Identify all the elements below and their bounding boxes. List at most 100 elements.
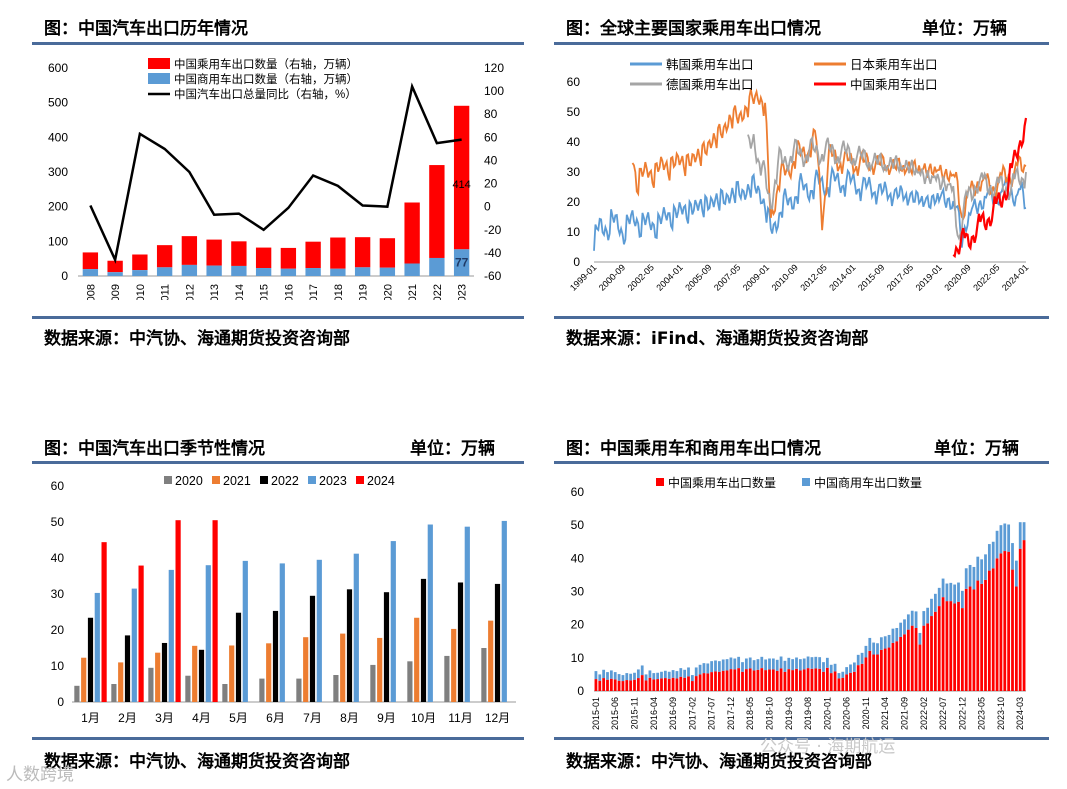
y-tick-left: 0 <box>61 269 68 283</box>
y-tick-right: 20 <box>484 177 498 191</box>
bar-passenger <box>856 665 860 691</box>
legend-swatch-commercial <box>148 73 170 84</box>
bar-2021 <box>229 645 235 702</box>
bar-passenger <box>818 668 822 691</box>
bar-passenger <box>652 679 656 691</box>
bar-2024 <box>138 565 144 702</box>
bar-passenger <box>606 679 609 691</box>
bar-commercial <box>930 598 933 617</box>
bar-passenger <box>617 680 621 691</box>
bar-2023 <box>94 592 100 702</box>
bar-commercial <box>841 671 845 678</box>
bar-passenger <box>798 670 802 691</box>
bar-2023 <box>279 563 285 702</box>
bar-commercial <box>903 619 906 635</box>
bar-passenger <box>598 680 602 691</box>
bar-2022 <box>346 589 353 702</box>
x-tick-label: 2018-05 <box>745 697 755 730</box>
bar-passenger <box>768 669 771 691</box>
bar-commercial <box>791 659 795 671</box>
bar-passenger <box>822 671 825 691</box>
bar-passenger <box>625 680 629 691</box>
bar-commercial <box>829 664 833 674</box>
bar-2021 <box>488 620 494 702</box>
bar-commercial <box>683 669 687 678</box>
bar-commercial <box>899 622 903 637</box>
legend-swatch-passenger <box>656 478 664 486</box>
bar-commercial <box>798 659 802 671</box>
y-tick: 60 <box>51 479 65 493</box>
bar-commercial <box>987 544 991 571</box>
title-rule <box>32 42 524 45</box>
bar-commercial <box>181 264 198 276</box>
bar-commercial <box>864 645 868 658</box>
bar-commercial <box>787 657 791 670</box>
bar-passenger <box>829 673 833 691</box>
bar-passenger <box>957 601 960 691</box>
bar-commercial <box>354 267 371 276</box>
bar-commercial <box>594 671 598 680</box>
bar-2020 <box>148 667 154 702</box>
y-tick-right: 40 <box>484 153 498 167</box>
bar-passenger <box>744 669 748 691</box>
y-tick-right: -60 <box>484 269 502 283</box>
source-rule <box>32 316 524 319</box>
x-tick-label: 1月 <box>81 711 100 725</box>
x-tick-label: 2015-01 <box>591 697 601 730</box>
legend-swatch <box>308 476 316 484</box>
bar-2022 <box>235 612 242 702</box>
bar-2022 <box>198 649 205 702</box>
x-tick-label: 4月 <box>192 711 211 725</box>
bar-2020 <box>333 675 339 702</box>
bar-passenger <box>972 589 976 691</box>
panel-seasonal: 图：中国汽车出口季节性情况 单位：万辆 0 10 20 30 40 50 60 1月 2月 3月 4… <box>0 420 530 789</box>
bar-passenger <box>656 679 660 691</box>
bar-commercial <box>231 265 247 276</box>
bar-passenger <box>305 241 321 269</box>
x-tick-label: 2018-10 <box>765 697 775 730</box>
bar-commercial <box>849 664 852 673</box>
bar-2021 <box>340 633 346 702</box>
bar-2020 <box>407 661 413 702</box>
x-tick-label: 2023-05 <box>977 697 987 730</box>
legend-label: 2020 <box>175 474 203 488</box>
bar-commercial <box>1014 560 1018 587</box>
legend-swatch <box>164 476 172 484</box>
bar-passenger <box>702 673 706 691</box>
x-tick-label: 2022-02 <box>919 697 929 730</box>
bar-commercial <box>795 657 798 669</box>
bar-commercial <box>404 263 420 276</box>
bar-passenger <box>737 668 741 691</box>
y-tick: 20 <box>571 618 585 632</box>
bar-commercial <box>617 674 621 681</box>
bar-commercial <box>625 673 629 681</box>
x-tick-label: 2011 <box>160 284 172 300</box>
bar-passenger <box>231 241 247 266</box>
bar-passenger <box>621 681 625 691</box>
bar-passenger <box>926 623 930 691</box>
bar-commercial <box>775 659 779 671</box>
bar-commercial <box>729 657 733 670</box>
x-tick-label: 2015 <box>259 284 271 300</box>
y-tick: 40 <box>51 551 65 565</box>
bar-2023 <box>242 560 248 702</box>
bar-commercial <box>818 657 822 669</box>
bar-passenger <box>906 629 910 691</box>
panel-title: 图：中国汽车出口历年情况 <box>44 19 248 39</box>
bar-2021 <box>414 617 420 702</box>
bar-commercial <box>714 660 717 672</box>
bar-passenger <box>706 673 710 691</box>
bar-commercial <box>698 664 702 675</box>
bar-passenger <box>775 670 779 691</box>
y-tick-right: 120 <box>484 61 504 75</box>
x-tick-label: 2021-09 <box>900 697 910 730</box>
bar-commercial <box>679 668 683 677</box>
bar-2022 <box>494 583 501 702</box>
bar-commercial <box>779 656 783 669</box>
bar-passenger <box>710 672 714 691</box>
bar-commercial <box>945 583 949 602</box>
bar-passenger <box>132 254 148 271</box>
legend-label: 日本乘用车出口 <box>850 57 938 72</box>
bar-passenger <box>964 588 968 691</box>
bar-commercial <box>910 610 914 626</box>
